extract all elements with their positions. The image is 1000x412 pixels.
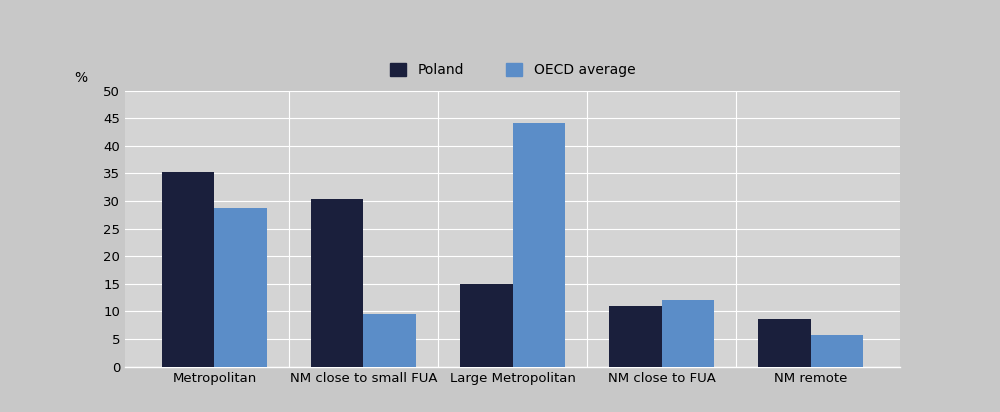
Bar	[311, 199, 363, 367]
Bar	[811, 335, 863, 367]
Bar	[609, 306, 662, 367]
Legend: Poland, OECD average: Poland, OECD average	[390, 63, 635, 77]
Bar	[214, 208, 267, 367]
Bar	[162, 172, 214, 367]
Bar	[662, 300, 714, 367]
Bar	[512, 123, 565, 367]
Bar	[758, 319, 811, 367]
Text: %: %	[75, 71, 88, 85]
Bar	[363, 314, 416, 367]
Bar	[460, 284, 513, 367]
